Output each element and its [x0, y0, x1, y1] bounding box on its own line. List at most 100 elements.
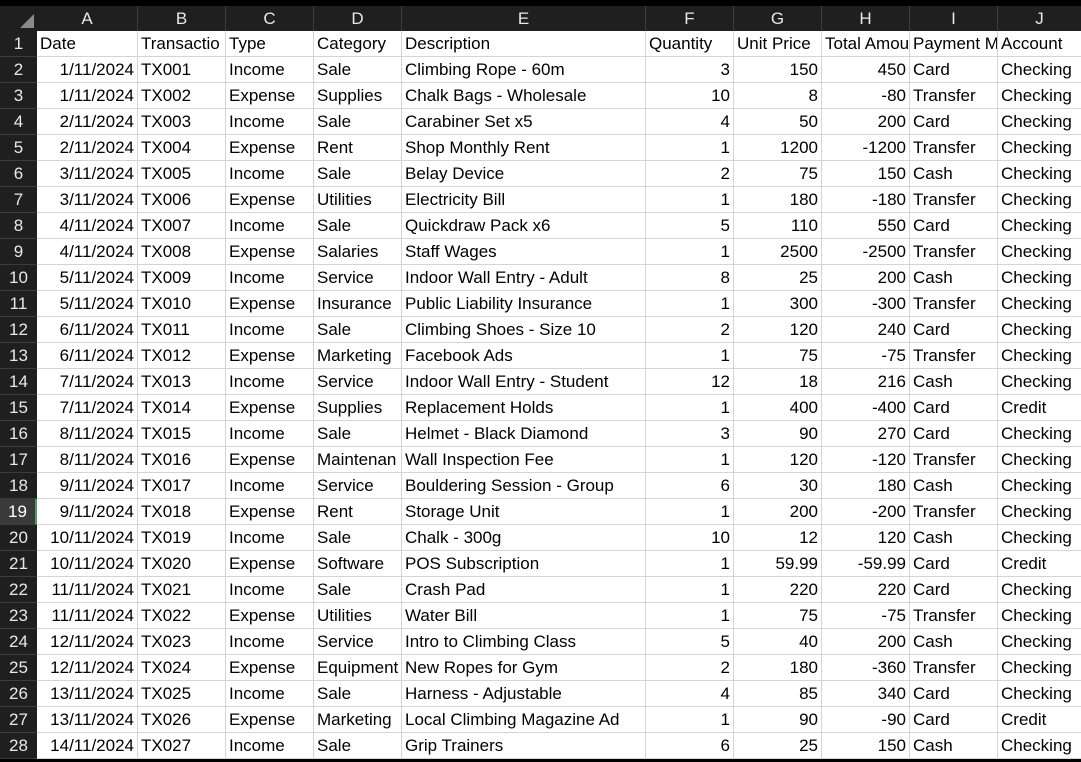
cell-i1[interactable]: Payment M [910, 31, 998, 57]
cell-h13[interactable]: -75 [822, 343, 910, 369]
row-header[interactable]: 21 [0, 551, 37, 577]
cell-h23[interactable]: -75 [822, 603, 910, 629]
cell-b5[interactable]: TX004 [138, 135, 226, 161]
cell-h6[interactable]: 150 [822, 161, 910, 187]
cell-d6[interactable]: Sale [314, 161, 402, 187]
cell-d8[interactable]: Sale [314, 213, 402, 239]
cell-a28[interactable]: 14/11/2024 [37, 733, 138, 759]
cell-e1[interactable]: Description [402, 31, 646, 57]
cell-i2[interactable]: Card [910, 57, 998, 83]
cell-j3[interactable]: Checking [998, 83, 1081, 109]
cell-h1[interactable]: Total Amou [822, 31, 910, 57]
cell-i16[interactable]: Card [910, 421, 998, 447]
cell-b17[interactable]: TX016 [138, 447, 226, 473]
cell-i7[interactable]: Transfer [910, 187, 998, 213]
cell-b3[interactable]: TX002 [138, 83, 226, 109]
cell-e20[interactable]: Chalk - 300g [402, 525, 646, 551]
cell-d17[interactable]: Maintenan [314, 447, 402, 473]
cell-f12[interactable]: 2 [646, 317, 734, 343]
cell-d7[interactable]: Utilities [314, 187, 402, 213]
cell-c8[interactable]: Income [226, 213, 314, 239]
cell-g12[interactable]: 120 [734, 317, 822, 343]
row-header[interactable]: 26 [0, 681, 37, 707]
cell-g18[interactable]: 30 [734, 473, 822, 499]
cell-j8[interactable]: Checking [998, 213, 1081, 239]
cell-h22[interactable]: 220 [822, 577, 910, 603]
cell-j7[interactable]: Checking [998, 187, 1081, 213]
cell-j25[interactable]: Checking [998, 655, 1081, 681]
cell-i24[interactable]: Cash [910, 629, 998, 655]
row-header[interactable]: 14 [0, 369, 37, 395]
cell-g21[interactable]: 59.99 [734, 551, 822, 577]
cell-h26[interactable]: 340 [822, 681, 910, 707]
cell-b8[interactable]: TX007 [138, 213, 226, 239]
cell-j12[interactable]: Checking [998, 317, 1081, 343]
cell-c3[interactable]: Expense [226, 83, 314, 109]
cell-f28[interactable]: 6 [646, 733, 734, 759]
cell-j17[interactable]: Checking [998, 447, 1081, 473]
cell-a3[interactable]: 1/11/2024 [37, 83, 138, 109]
cell-d24[interactable]: Service [314, 629, 402, 655]
cell-g8[interactable]: 110 [734, 213, 822, 239]
cell-j4[interactable]: Checking [998, 109, 1081, 135]
cell-b26[interactable]: TX025 [138, 681, 226, 707]
cell-e17[interactable]: Wall Inspection Fee [402, 447, 646, 473]
cell-d26[interactable]: Sale [314, 681, 402, 707]
cell-j15[interactable]: Credit [998, 395, 1081, 421]
cell-g19[interactable]: 200 [734, 499, 822, 525]
column-header-i[interactable]: I [910, 6, 998, 31]
cell-h28[interactable]: 150 [822, 733, 910, 759]
cell-f2[interactable]: 3 [646, 57, 734, 83]
cell-e13[interactable]: Facebook Ads [402, 343, 646, 369]
cell-b25[interactable]: TX024 [138, 655, 226, 681]
cell-j16[interactable]: Checking [998, 421, 1081, 447]
column-header-d[interactable]: D [314, 6, 402, 31]
cell-a10[interactable]: 5/11/2024 [37, 265, 138, 291]
cell-e26[interactable]: Harness - Adjustable [402, 681, 646, 707]
cell-h19[interactable]: -200 [822, 499, 910, 525]
cell-c14[interactable]: Income [226, 369, 314, 395]
cell-h12[interactable]: 240 [822, 317, 910, 343]
cell-g13[interactable]: 75 [734, 343, 822, 369]
cell-c4[interactable]: Income [226, 109, 314, 135]
cell-c25[interactable]: Expense [226, 655, 314, 681]
row-header[interactable]: 10 [0, 265, 37, 291]
cell-a9[interactable]: 4/11/2024 [37, 239, 138, 265]
cell-b21[interactable]: TX020 [138, 551, 226, 577]
cell-h9[interactable]: -2500 [822, 239, 910, 265]
cell-j10[interactable]: Checking [998, 265, 1081, 291]
cell-f4[interactable]: 4 [646, 109, 734, 135]
cell-a27[interactable]: 13/11/2024 [37, 707, 138, 733]
cell-g15[interactable]: 400 [734, 395, 822, 421]
row-header[interactable]: 24 [0, 629, 37, 655]
cell-a12[interactable]: 6/11/2024 [37, 317, 138, 343]
cell-i9[interactable]: Transfer [910, 239, 998, 265]
cell-h5[interactable]: -1200 [822, 135, 910, 161]
cell-j2[interactable]: Checking [998, 57, 1081, 83]
cell-a2[interactable]: 1/11/2024 [37, 57, 138, 83]
cell-j1[interactable]: Account [998, 31, 1081, 57]
row-header[interactable]: 6 [0, 161, 37, 187]
cell-j21[interactable]: Credit [998, 551, 1081, 577]
cell-f6[interactable]: 2 [646, 161, 734, 187]
cell-j14[interactable]: Checking [998, 369, 1081, 395]
cell-d15[interactable]: Supplies [314, 395, 402, 421]
cell-a14[interactable]: 7/11/2024 [37, 369, 138, 395]
cell-j13[interactable]: Checking [998, 343, 1081, 369]
row-header[interactable]: 27 [0, 707, 37, 733]
cell-j23[interactable]: Checking [998, 603, 1081, 629]
cell-b18[interactable]: TX017 [138, 473, 226, 499]
cell-a19[interactable]: 9/11/2024 [37, 499, 138, 525]
cell-h11[interactable]: -300 [822, 291, 910, 317]
cell-g26[interactable]: 85 [734, 681, 822, 707]
cell-b16[interactable]: TX015 [138, 421, 226, 447]
cell-i20[interactable]: Cash [910, 525, 998, 551]
cell-g28[interactable]: 25 [734, 733, 822, 759]
cell-f25[interactable]: 2 [646, 655, 734, 681]
cell-h18[interactable]: 180 [822, 473, 910, 499]
cell-g9[interactable]: 2500 [734, 239, 822, 265]
cell-d10[interactable]: Service [314, 265, 402, 291]
row-header[interactable]: 18 [0, 473, 37, 499]
cell-c5[interactable]: Expense [226, 135, 314, 161]
cell-f18[interactable]: 6 [646, 473, 734, 499]
